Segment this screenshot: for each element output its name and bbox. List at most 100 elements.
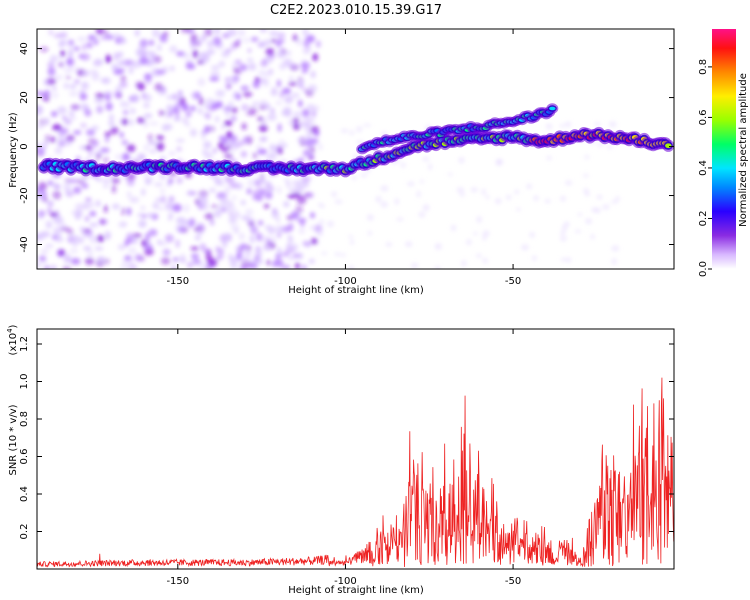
- noise-blob: [168, 177, 174, 185]
- noise-blob: [64, 67, 69, 74]
- snr-frame: [36, 328, 675, 570]
- noise-blob: [158, 110, 166, 116]
- noise-blob: [259, 29, 268, 33]
- noise-blob: [143, 119, 149, 129]
- noise-blob: [208, 187, 217, 193]
- noise-blob: [60, 31, 68, 39]
- noise-blob: [296, 38, 302, 46]
- noise-blob: [192, 257, 198, 267]
- noise-blob: [128, 247, 137, 254]
- noise-blob: [485, 195, 490, 200]
- snr-background: [37, 329, 674, 569]
- noise-blob: [126, 232, 134, 240]
- noise-blob: [313, 130, 320, 137]
- noise-blob: [258, 124, 268, 133]
- noise-blob: [37, 146, 42, 155]
- noise-blob: [134, 29, 140, 37]
- noise-blob: [83, 246, 91, 251]
- noise-blob: [276, 32, 286, 39]
- noise-blob: [311, 105, 320, 112]
- noise-blob: [584, 192, 590, 197]
- noise-blob: [272, 151, 277, 161]
- noise-blob: [156, 44, 162, 52]
- noise-blob: [303, 39, 310, 48]
- snr-panel: -150 -100 -50 0.2 0.4 0.6 0.8 1.0 1.2 Height of …: [6, 324, 675, 596]
- colorbar-ticks: 0.0 0.2 0.4 0.6 0.8: [698, 59, 712, 277]
- noise-blob: [143, 93, 152, 102]
- noise-blob: [245, 208, 254, 216]
- noise-blob: [78, 54, 85, 59]
- noise-blob: [158, 241, 168, 246]
- noise-blob: [281, 251, 290, 257]
- noise-blob: [275, 225, 284, 234]
- noise-blob: [472, 232, 478, 236]
- noise-blob: [176, 176, 183, 185]
- noise-blob: [176, 216, 185, 225]
- noise-blob: [529, 231, 535, 238]
- noise-blob: [482, 257, 488, 264]
- noise-blob: [231, 195, 237, 200]
- noise-blob: [53, 33, 63, 39]
- noise-blob: [151, 29, 160, 38]
- noise-blob: [84, 257, 95, 265]
- noise-blob: [197, 107, 203, 115]
- noise-blob: [169, 45, 178, 53]
- noise-blob: [185, 110, 192, 118]
- noise-blob: [154, 182, 164, 187]
- noise-blob: [223, 145, 232, 150]
- noise-blob: [136, 117, 145, 124]
- noise-blob: [147, 133, 153, 143]
- noise-blob: [198, 96, 205, 106]
- noise-blob: [559, 124, 566, 128]
- noise-blob: [117, 60, 125, 66]
- noise-blob: [301, 182, 310, 188]
- noise-blob: [210, 71, 221, 78]
- noise-blob: [44, 265, 50, 269]
- noise-blob: [49, 264, 58, 269]
- noise-blob: [79, 92, 88, 101]
- noise-blob: [416, 190, 421, 198]
- noise-blob: [404, 241, 413, 247]
- y-tick-label: 40: [19, 42, 30, 55]
- noise-blob: [175, 239, 180, 249]
- noise-blob: [183, 203, 190, 213]
- noise-blob: [250, 225, 258, 235]
- noise-blob: [96, 150, 103, 155]
- noise-blob: [602, 204, 610, 210]
- noise-blob: [261, 117, 267, 127]
- noise-blob: [546, 155, 552, 161]
- noise-blob: [37, 90, 43, 97]
- noise-blob: [205, 112, 211, 120]
- noise-blob: [316, 233, 324, 237]
- noise-blob: [53, 215, 63, 224]
- noise-blob: [40, 190, 48, 198]
- noise-blob: [243, 136, 249, 143]
- noise-blob: [295, 205, 303, 215]
- noise-blob: [144, 73, 152, 81]
- noise-blob: [310, 70, 316, 79]
- ridge-hot: [549, 106, 556, 111]
- noise-blob: [204, 151, 214, 160]
- noise-blob: [204, 212, 214, 220]
- noise-blob: [185, 63, 196, 70]
- noise-blob: [214, 209, 222, 218]
- noise-blob: [161, 123, 168, 132]
- noise-blob: [300, 62, 308, 68]
- ridge-hot: [665, 143, 672, 148]
- noise-blob: [281, 111, 287, 116]
- noise-blob: [200, 34, 207, 42]
- noise-blob: [259, 177, 265, 185]
- noise-blob: [190, 34, 198, 42]
- noise-blob: [199, 243, 207, 251]
- snr-x-label: Height of straight line (km): [288, 585, 424, 596]
- colorbar-label: Normalized spectral amplitude: [738, 73, 749, 227]
- noise-blob: [245, 111, 256, 116]
- noise-blob: [44, 117, 50, 126]
- noise-blob: [180, 29, 191, 34]
- noise-blob: [95, 200, 101, 207]
- noise-blob: [128, 66, 134, 75]
- noise-blob: [411, 262, 419, 269]
- noise-blob: [450, 224, 457, 232]
- noise-blob: [246, 188, 252, 195]
- noise-blob: [218, 141, 224, 150]
